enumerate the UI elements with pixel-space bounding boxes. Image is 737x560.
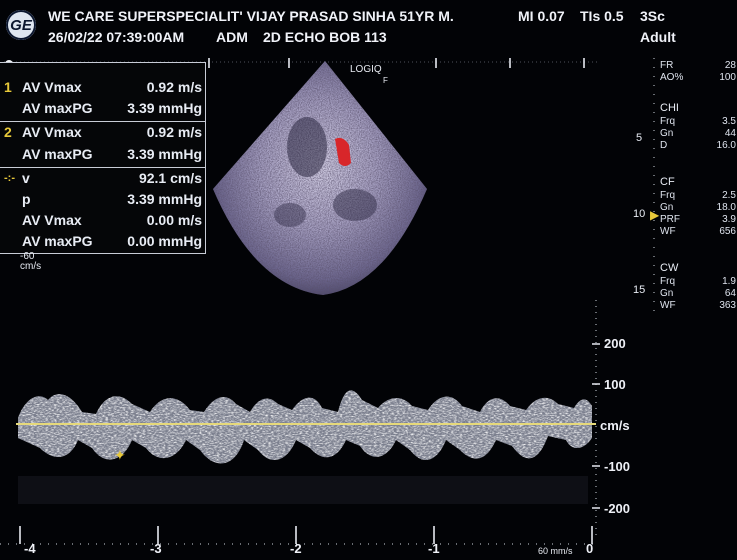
velocity-tick: -100 xyxy=(604,459,630,474)
velocity-tick: -200 xyxy=(604,501,630,516)
measure-value: 0.92 m/s xyxy=(147,124,202,140)
param-value: 64 xyxy=(696,288,736,299)
mechanical-index: MI 0.07 xyxy=(518,8,565,24)
measure-label: p xyxy=(22,191,31,207)
doppler-spectrum[interactable]: ✦ xyxy=(0,300,600,560)
param-value: 16.0 xyxy=(696,140,736,151)
measure-index: 1 xyxy=(4,79,12,95)
param-label: Frq xyxy=(660,190,675,201)
measure-value: 3.39 mmHg xyxy=(127,100,202,116)
time-tick: -2 xyxy=(290,541,302,556)
param-value: 656 xyxy=(696,226,736,237)
ge-logo: GE xyxy=(6,10,36,40)
param-value: 3.5 xyxy=(696,116,736,127)
logo-text: GE xyxy=(10,17,32,34)
baseline-value-label: -60 cm/s xyxy=(20,252,41,272)
measure-value: 0.00 m/s xyxy=(147,212,202,228)
measure-value: 0.00 mmHg xyxy=(127,233,202,249)
param-label: WF xyxy=(660,226,676,237)
param-value: 1.9 xyxy=(696,276,736,287)
sector-label: LOGIQ xyxy=(350,64,382,75)
param-label: Gn xyxy=(660,288,673,299)
velocity-unit: cm/s xyxy=(600,418,630,433)
measure-row: p 3.39 mmHg xyxy=(0,190,205,211)
thermal-index: TIs 0.5 xyxy=(580,8,624,24)
measure-label: AV Vmax xyxy=(22,79,82,95)
param-value: 44 xyxy=(696,128,736,139)
param-label: PRF xyxy=(660,214,680,225)
measure-index: 2 xyxy=(4,124,12,140)
measure-value: 3.39 mmHg xyxy=(127,146,202,162)
param-value: 18.0 xyxy=(696,202,736,213)
chi-section-title: CHI xyxy=(660,102,679,114)
cf-section-title: CF xyxy=(660,176,675,188)
measure-divider xyxy=(0,167,205,168)
time-tick: -4 xyxy=(24,541,36,556)
measure-value: 92.1 cm/s xyxy=(139,170,202,186)
exam-datetime: 26/02/22 07:39:00AM xyxy=(48,29,184,45)
velocity-tick: 100 xyxy=(604,377,626,392)
time-tick: 0 xyxy=(586,541,593,556)
depth-mark: 5 xyxy=(636,132,642,144)
exam-id: 2D ECHO BOB 113 xyxy=(263,29,387,45)
param-value: 2.5 xyxy=(696,190,736,201)
param-label: D xyxy=(660,140,667,151)
measure-label: AV maxPG xyxy=(22,146,93,162)
measure-label: AV Vmax xyxy=(22,212,82,228)
echo-sector-image[interactable]: LOGIQ F xyxy=(205,55,435,300)
probe-name: 3Sc xyxy=(640,8,665,24)
measure-divider xyxy=(0,121,205,122)
param-value: 28 xyxy=(696,60,736,71)
measure-row: -:- v 92.1 cm/s xyxy=(0,169,205,190)
param-label: Frq xyxy=(660,276,675,287)
param-label: Gn xyxy=(660,202,673,213)
depth-mark: 10 xyxy=(633,208,645,220)
measure-value: 0.92 m/s xyxy=(147,79,202,95)
measure-value: 3.39 mmHg xyxy=(127,191,202,207)
patient-banner: WE CARE SUPERSPECIALIT' VIJAY PRASAD SIN… xyxy=(48,8,454,24)
depth-ruler xyxy=(648,58,660,318)
sweep-speed: 60 mm/s xyxy=(538,546,573,556)
param-label: Gn xyxy=(660,128,673,139)
measure-row: AV maxPG 3.39 mmHg xyxy=(0,99,205,120)
baseline-unit: cm/s xyxy=(20,262,41,272)
measure-row: 1 AV Vmax 0.92 m/s xyxy=(0,78,205,99)
focus-marker: F xyxy=(383,76,388,85)
measure-row: 2 AV Vmax 0.92 m/s xyxy=(0,123,205,144)
operator-id: ADM xyxy=(216,29,248,45)
depth-mark: 15 xyxy=(633,284,645,296)
focus-arrow-icon: ▶ xyxy=(650,208,659,222)
measure-label: AV maxPG xyxy=(22,100,93,116)
measure-row: AV Vmax 0.00 m/s xyxy=(0,211,205,232)
preset-name: Adult xyxy=(640,29,676,45)
measure-label: AV Vmax xyxy=(22,124,82,140)
param-label: Frq xyxy=(660,116,675,127)
time-tick: -1 xyxy=(428,541,440,556)
param-value: 100 xyxy=(696,72,736,83)
param-label: WF xyxy=(660,300,676,311)
param-value: 3.9 xyxy=(696,214,736,225)
measure-label: v xyxy=(22,170,30,186)
measure-row: AV maxPG 0.00 mmHg xyxy=(0,232,205,253)
param-label: FR xyxy=(660,60,673,71)
velocity-tick: 200 xyxy=(604,336,626,351)
param-label: AO% xyxy=(660,72,683,83)
velocity-caliper-icon[interactable]: ✦ xyxy=(114,447,126,463)
time-tick: -3 xyxy=(150,541,162,556)
cw-section-title: CW xyxy=(660,262,678,274)
measurement-panel: 1 AV Vmax 0.92 m/s AV maxPG 3.39 mmHg 2 … xyxy=(0,62,206,254)
param-value: 363 xyxy=(696,300,736,311)
caliper-icon: -:- xyxy=(4,172,15,184)
measure-label: AV maxPG xyxy=(22,233,93,249)
parameter-panel: 5 10 ▶ 15 FR 28 AO% 100 CHI Frq 3.5 Gn 4… xyxy=(600,58,737,328)
measure-row: AV maxPG 3.39 mmHg xyxy=(0,145,205,166)
